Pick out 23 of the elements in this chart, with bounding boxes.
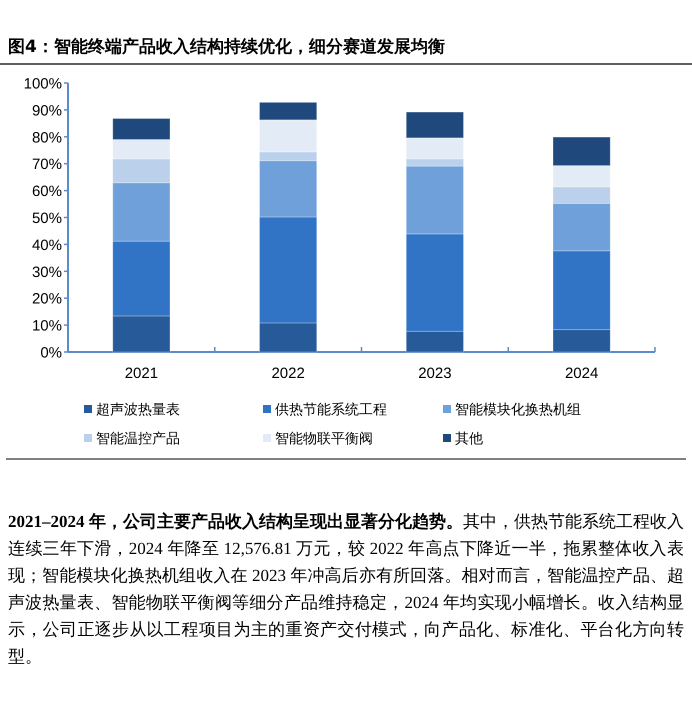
y-tick-label: 70% <box>32 156 62 174</box>
y-tick-label: 30% <box>32 264 62 281</box>
y-tick-label: 10% <box>32 318 62 335</box>
y-tick-label: 100% <box>24 76 62 92</box>
x-tick-label: 2023 <box>418 365 452 382</box>
y-tick-label: 80% <box>32 129 62 146</box>
legend-label: 智能温控产品 <box>96 431 180 447</box>
y-tick-label: 20% <box>32 290 62 308</box>
text: 2021–2024 年，公司主要产品收入结构呈现出显著分化趋势。其中，供热节能系统工程收入连续三年下滑，2024 年降至 12,576.81 万元，较 2022 年高点下降近一半，拖累整体收入表现；智能模块化换热机组收入在 2023 年冲高后亦有所回落。相对而言，智能温控产品、超声波热量表、智能物联平衡阀等细分产品维持稳定，2024 年均实现小幅增长。收入结构显示，公司正逐步从以工程项目为主的重资产交付模式，向产品化、标准化、平台化方向转型。 <box>8 512 684 666</box>
legend-label: 供热节能系统工程 <box>275 402 387 418</box>
legend-label: 智能物联平衡阀 <box>275 431 373 447</box>
y-tick-label: 0% <box>40 344 62 362</box>
y-tick-label: 40% <box>32 236 62 254</box>
x-tick-label: 2024 <box>564 365 598 382</box>
chart-title: 图4：智能终端产品收入结构持续优化，细分赛道发展均衡 <box>8 37 445 57</box>
y-tick-label: 50% <box>32 210 62 227</box>
y-tick-label: 60% <box>32 183 62 200</box>
x-tick-label: 2022 <box>271 365 305 382</box>
legend-label: 超声波热量表 <box>96 402 180 418</box>
legend-label: 其他 <box>455 431 483 447</box>
legend-label: 智能模块化换热机组 <box>455 402 581 418</box>
x-tick-label: 2021 <box>124 365 158 382</box>
y-tick-label: 90% <box>32 102 62 120</box>
